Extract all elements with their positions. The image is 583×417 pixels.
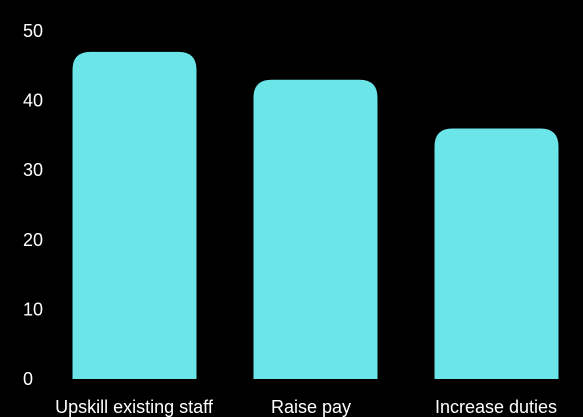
bar-raise-pay: [253, 79, 378, 379]
y-tick-label: 50: [23, 21, 43, 41]
y-axis: 0 10 20 30 40 50: [23, 21, 43, 389]
x-category-label: Upskill existing staff: [55, 397, 214, 417]
bar-upskill-existing-staff: [72, 51, 197, 379]
y-tick-label: 20: [23, 230, 43, 250]
y-tick-label: 0: [23, 369, 33, 389]
x-category-label: Raise pay: [271, 397, 351, 417]
bars: [72, 51, 559, 379]
y-tick-label: 30: [23, 160, 43, 180]
y-tick-label: 40: [23, 91, 43, 111]
x-category-label: Increase duties: [435, 397, 557, 417]
bar-increase-duties: [434, 128, 559, 379]
x-axis: Upskill existing staff Raise pay Increase …: [55, 397, 557, 417]
y-tick-label: 10: [23, 299, 43, 319]
